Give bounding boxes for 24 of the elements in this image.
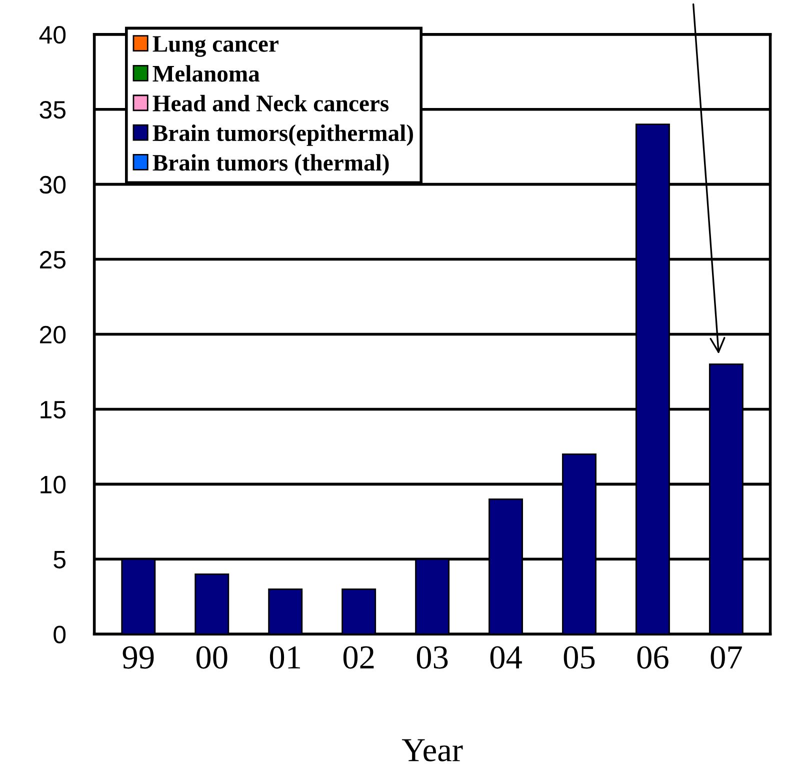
x-tick-label: 03 (416, 646, 448, 669)
x-tick-label: 00 (196, 646, 228, 669)
y-tick-label: 0 (54, 626, 66, 644)
y-tick-label: 35 (40, 100, 66, 119)
legend-label: Brain tumors (thermal) (152, 154, 389, 176)
x-tick-label: 05 (564, 646, 595, 669)
x-tick-label: 06 (637, 646, 668, 669)
y-tick-label: 40 (39, 26, 66, 44)
y-tick-label: 30 (40, 176, 66, 194)
y-tick-label: 20 (40, 326, 66, 344)
x-tick-label: 99 (122, 646, 154, 669)
y-tick-label: 15 (40, 401, 66, 419)
y-tick-label: 10 (40, 476, 66, 494)
legend-label: Head and Neck cancers (152, 94, 389, 112)
legend-label: Lung cancer (152, 36, 278, 57)
legend-label: Melanoma (152, 65, 260, 82)
legend-label: Brain tumors(epithermal) (152, 124, 413, 146)
x-tick-label: 04 (490, 646, 522, 669)
x-axis-title: Year (402, 739, 463, 762)
y-tick-label: 25 (40, 250, 66, 269)
x-tick-label: 02 (343, 646, 374, 669)
x-tick-label: 07 (710, 646, 742, 669)
y-tick-label: 5 (54, 551, 66, 568)
x-tick-label: 01 (270, 646, 300, 669)
